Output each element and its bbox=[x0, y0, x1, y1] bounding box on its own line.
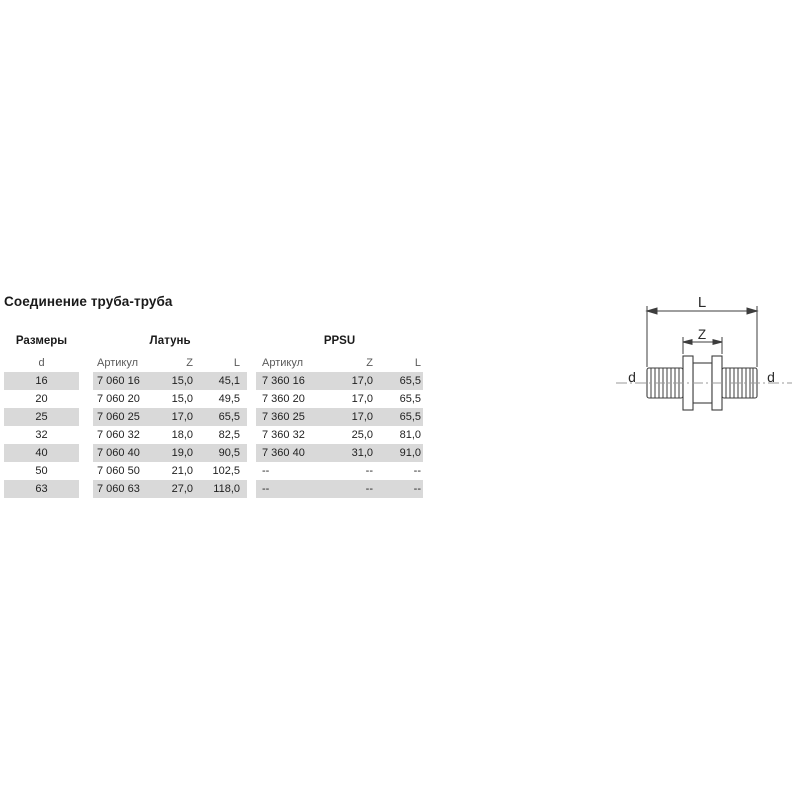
brass-cells: 7 060 40 19,0 90,5 bbox=[93, 444, 247, 462]
group-header-brass: Латунь bbox=[149, 335, 191, 347]
cell-l: -- bbox=[413, 465, 421, 477]
cell-z: 15,0 bbox=[171, 393, 193, 405]
cell-z: 31,0 bbox=[351, 447, 373, 459]
cell-d: 40 bbox=[4, 444, 79, 462]
ppsu-cells: 7 360 20 17,0 65,5 bbox=[256, 390, 423, 408]
z-arrow-right bbox=[712, 339, 723, 345]
dimensions-table: Размеры Латунь PPSU d Артикул Z L Артику… bbox=[0, 333, 430, 498]
cell-z: 18,0 bbox=[171, 429, 193, 441]
cell-z: 15,0 bbox=[171, 375, 193, 387]
group-header-ppsu: PPSU bbox=[323, 335, 356, 347]
cell-article: 7 060 40 bbox=[97, 447, 140, 459]
d-label-right: d bbox=[767, 369, 775, 385]
cell-d: 16 bbox=[4, 372, 79, 390]
cell-z: 17,0 bbox=[171, 411, 193, 423]
cell-l: 65,5 bbox=[399, 393, 421, 405]
cell-d: 20 bbox=[35, 393, 48, 405]
cell-article: 7 060 32 bbox=[97, 429, 140, 441]
cell-article: 7 060 50 bbox=[97, 465, 140, 477]
cell-article: -- bbox=[262, 483, 270, 495]
table-group-header-row: Размеры Латунь PPSU bbox=[0, 333, 430, 349]
brass-column-headers: Артикул Z L bbox=[93, 355, 247, 372]
page-title: Соединение труба-труба bbox=[4, 294, 173, 309]
ppsu-cells: 7 360 16 17,0 65,5 bbox=[256, 372, 423, 390]
ppsu-cells: 7 360 25 17,0 65,5 bbox=[256, 408, 423, 426]
cell-l: 65,5 bbox=[399, 375, 421, 387]
dimension-l bbox=[645, 306, 759, 367]
cell-l: 118,0 bbox=[213, 483, 240, 495]
cell-article: 7 360 16 bbox=[262, 375, 305, 387]
cell-article: 7 060 25 bbox=[97, 411, 140, 423]
cell-l: 49,5 bbox=[218, 393, 240, 405]
table-row: 32 7 060 32 18,0 82,5 7 360 32 25,0 81,0 bbox=[0, 426, 430, 444]
group-header-sizes: Размеры bbox=[15, 335, 68, 347]
brass-cells: 7 060 20 15,0 49,5 bbox=[93, 390, 247, 408]
cell-z: 19,0 bbox=[171, 447, 193, 459]
cell-article: 7 360 40 bbox=[262, 447, 305, 459]
d-label-left: d bbox=[628, 369, 636, 385]
cell-d: 25 bbox=[4, 408, 79, 426]
cell-article: 7 060 16 bbox=[97, 375, 140, 387]
cell-z: -- bbox=[365, 483, 373, 495]
table-row: 40 7 060 40 19,0 90,5 7 360 40 31,0 91,0 bbox=[0, 444, 430, 462]
column-header-article: Артикул bbox=[262, 357, 304, 369]
cell-l: 91,0 bbox=[399, 447, 421, 459]
ppsu-cells: 7 360 32 25,0 81,0 bbox=[256, 426, 423, 444]
ppsu-cells: 7 360 40 31,0 91,0 bbox=[256, 444, 423, 462]
cell-d: 32 bbox=[35, 429, 48, 441]
column-header-l: L bbox=[414, 357, 421, 369]
table-row: 50 7 060 50 21,0 102,5 -- -- -- bbox=[0, 462, 430, 480]
cell-z: 17,0 bbox=[351, 375, 373, 387]
cell-l: 45,1 bbox=[218, 375, 240, 387]
cell-l: 82,5 bbox=[218, 429, 240, 441]
cell-l: 102,5 bbox=[212, 465, 240, 477]
fitting-diagram: L Z d d bbox=[616, 294, 792, 411]
ppsu-cells: -- -- -- bbox=[256, 480, 423, 498]
cell-z: 25,0 bbox=[351, 429, 373, 441]
table-row: 16 7 060 16 15,0 45,1 7 360 16 17,0 65,5 bbox=[0, 372, 430, 390]
ppsu-cells: -- -- -- bbox=[256, 462, 423, 480]
column-header-l: L bbox=[233, 357, 240, 369]
z-label: Z bbox=[698, 327, 706, 342]
cell-l: 65,5 bbox=[218, 411, 240, 423]
l-label: L bbox=[698, 294, 706, 311]
cell-d: 50 bbox=[35, 465, 48, 477]
cell-z: 17,0 bbox=[351, 411, 373, 423]
cell-article: 7 060 20 bbox=[97, 393, 140, 405]
table-row: 20 7 060 20 15,0 49,5 7 360 20 17,0 65,5 bbox=[0, 390, 430, 408]
brass-cells: 7 060 50 21,0 102,5 bbox=[93, 462, 247, 480]
brass-cells: 7 060 16 15,0 45,1 bbox=[93, 372, 247, 390]
cell-l: 90,5 bbox=[218, 447, 240, 459]
dimension-z bbox=[682, 337, 723, 354]
cell-d: 63 bbox=[4, 480, 79, 498]
l-arrow-left bbox=[645, 307, 658, 315]
cell-article: 7 360 25 bbox=[262, 411, 305, 423]
cell-z: 17,0 bbox=[351, 393, 373, 405]
cell-article: 7 060 63 bbox=[97, 483, 140, 495]
ppsu-column-headers: Артикул Z L bbox=[256, 355, 423, 372]
cell-z: 21,0 bbox=[171, 465, 193, 477]
l-arrow-right bbox=[746, 307, 759, 315]
table-column-header-row: d Артикул Z L Артикул Z L bbox=[0, 355, 430, 372]
cell-article: 7 360 20 bbox=[262, 393, 305, 405]
cell-article: 7 360 32 bbox=[262, 429, 305, 441]
column-header-d: d bbox=[38, 357, 45, 369]
brass-cells: 7 060 32 18,0 82,5 bbox=[93, 426, 247, 444]
cell-z: 27,0 bbox=[171, 483, 193, 495]
table-row: 63 7 060 63 27,0 118,0 -- -- -- bbox=[0, 480, 430, 498]
z-arrow-left bbox=[682, 339, 693, 345]
column-header-z: Z bbox=[366, 357, 373, 369]
table-row: 25 7 060 25 17,0 65,5 7 360 25 17,0 65,5 bbox=[0, 408, 430, 426]
cell-article: -- bbox=[262, 465, 270, 477]
column-header-z: Z bbox=[186, 357, 193, 369]
brass-cells: 7 060 25 17,0 65,5 bbox=[93, 408, 247, 426]
cell-l: 65,5 bbox=[399, 411, 421, 423]
cell-l: -- bbox=[413, 483, 421, 495]
cell-l: 81,0 bbox=[399, 429, 421, 441]
cell-z: -- bbox=[365, 465, 373, 477]
column-header-article: Артикул bbox=[97, 357, 139, 369]
brass-cells: 7 060 63 27,0 118,0 bbox=[93, 480, 247, 498]
